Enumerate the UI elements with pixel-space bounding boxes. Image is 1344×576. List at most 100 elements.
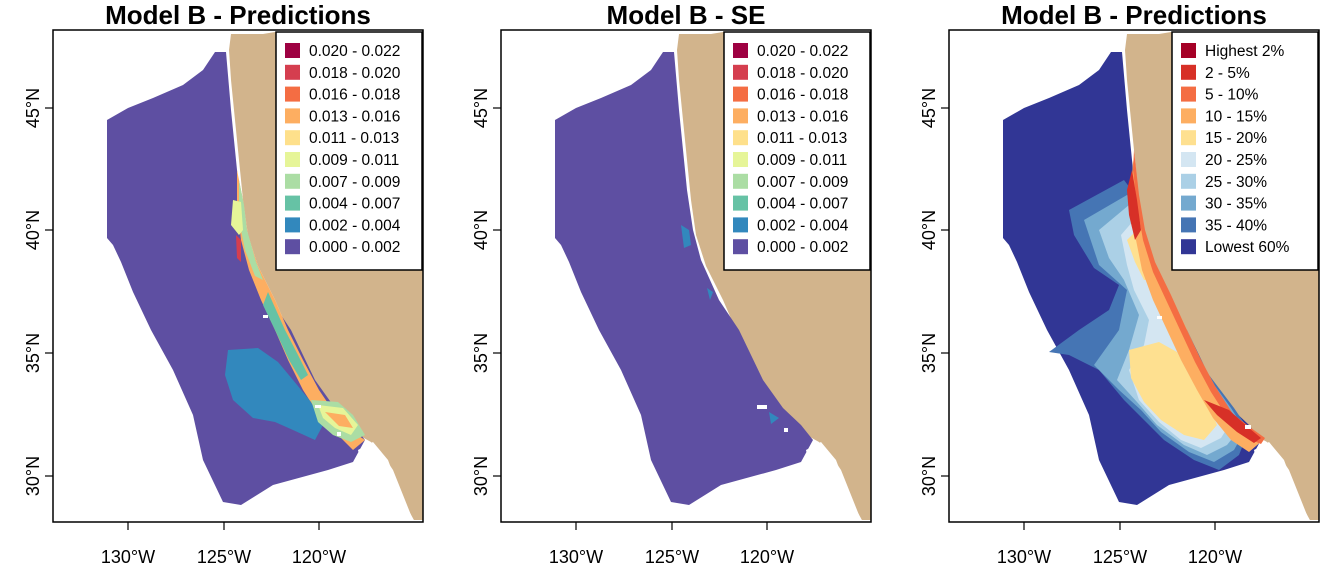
legend-label: Lowest 60% — [1205, 239, 1290, 256]
panel-annotations-1: Model B - Predictions 130°W 125°W 120°W 45°N… — [23, 0, 423, 567]
legend-swatch — [285, 130, 300, 146]
percentile-zone — [1127, 170, 1141, 240]
baja-ocean-gap — [1254, 442, 1311, 522]
y-tick-label: 30°N — [919, 456, 939, 496]
legend-label: 0.016 - 0.018 — [757, 87, 848, 104]
legend-label: 0.002 - 0.004 — [757, 217, 849, 234]
coastal-band — [707, 288, 713, 300]
coastal-band — [769, 412, 779, 424]
x-tick-label: 130°W — [549, 547, 603, 567]
island — [1157, 316, 1162, 319]
map-panel-3 — [948, 29, 1320, 523]
legend-swatch — [733, 108, 748, 124]
y-tick-label: 30°N — [471, 456, 491, 496]
legend-label: 0.020 - 0.022 — [309, 43, 400, 60]
panel-title: Model B - Predictions — [105, 0, 371, 30]
map-panel-1 — [52, 29, 424, 523]
legend: Highest 2% 2 - 5% 5 - 10% 10 - 15% 15 - 20% 2… — [1171, 31, 1319, 271]
legend-swatch — [285, 239, 300, 255]
legend-swatch — [733, 152, 748, 167]
legend-label: 0.009 - 0.011 — [309, 152, 399, 169]
y-tick-label: 45°N — [471, 88, 491, 128]
legend-swatch — [285, 173, 300, 189]
legend-label: 0.011 - 0.013 — [757, 130, 847, 147]
legend-label: 0.013 - 0.016 — [757, 108, 848, 125]
legend-swatch — [285, 152, 300, 167]
legend-box — [275, 31, 423, 271]
x-tick-label: 120°W — [1188, 547, 1242, 567]
map-frame — [52, 29, 424, 523]
legend-swatch — [1181, 195, 1196, 211]
y-tick-label: 40°N — [471, 210, 491, 250]
legend-label: 0.000 - 0.002 — [309, 239, 400, 256]
legend-swatch — [1181, 130, 1196, 146]
y-tick-label: 35°N — [23, 333, 43, 373]
panel-annotations-3: Model B - Predictions 130°W 125°W 120°W 45°N… — [919, 0, 1319, 567]
legend-swatch — [1181, 239, 1196, 255]
legend-swatch — [733, 195, 748, 211]
percentile-zone — [1129, 342, 1217, 440]
legend-label: 0.011 - 0.013 — [309, 130, 399, 147]
map-panel-2 — [500, 29, 872, 523]
legend-swatch — [733, 86, 748, 102]
coastal-band — [231, 200, 243, 235]
legend-label: 0.018 - 0.020 — [757, 65, 849, 82]
percentile-zone — [1131, 160, 1263, 452]
legend-label: 10 - 15% — [1205, 108, 1267, 125]
legend-swatch — [1181, 86, 1196, 102]
x-tick-label: 125°W — [1093, 547, 1147, 567]
annotation-layer: Model B - Predictions 130°W 125°W 120°W 45°N… — [23, 0, 1319, 567]
x-tick-label: 125°W — [645, 547, 699, 567]
legend-label: 2 - 5% — [1205, 65, 1250, 82]
legend-label: 0.004 - 0.007 — [309, 196, 400, 213]
legend-box — [1171, 31, 1319, 271]
legend-swatch — [1181, 152, 1196, 167]
y-tick-label: 35°N — [919, 333, 939, 373]
island — [784, 428, 788, 432]
legend-swatch — [733, 130, 748, 146]
baja-ocean-gap — [806, 442, 863, 522]
baja-ocean-gap — [358, 442, 415, 522]
legend-label: 15 - 20% — [1205, 130, 1267, 147]
legend-swatch — [1181, 64, 1196, 80]
island — [337, 432, 341, 436]
southern-bight-patch — [325, 412, 353, 428]
legend-swatch — [733, 217, 748, 233]
legend-label: 0.020 - 0.022 — [757, 43, 848, 60]
offshore-patch — [225, 348, 323, 440]
legend-swatch — [1181, 108, 1196, 124]
y-tick-label: 40°N — [23, 210, 43, 250]
legend-label: 0.000 - 0.002 — [757, 239, 848, 256]
percentile-zone — [1204, 400, 1261, 443]
legend-swatch — [733, 64, 748, 80]
legend-swatch — [733, 43, 748, 58]
legend-label: 35 - 40% — [1205, 217, 1267, 234]
x-tick-label: 120°W — [292, 547, 346, 567]
coastal-band — [263, 292, 308, 380]
map-frame — [500, 29, 872, 523]
island — [757, 405, 767, 409]
legend: 0.020 - 0.022 0.018 - 0.020 0.016 - 0.018 0… — [275, 31, 423, 271]
legend-swatch — [733, 239, 748, 255]
y-tick-label: 45°N — [23, 88, 43, 128]
legend-swatch — [285, 108, 300, 124]
legend-swatch — [285, 195, 300, 211]
legend-label: 0.009 - 0.011 — [757, 152, 847, 169]
legend-swatch — [285, 43, 300, 58]
legend-label: 0.016 - 0.018 — [309, 87, 400, 104]
legend-label: 0.004 - 0.007 — [757, 196, 848, 213]
x-tick-label: 130°W — [101, 547, 155, 567]
y-tick-label: 35°N — [471, 333, 491, 373]
y-tick-label: 30°N — [23, 456, 43, 496]
island — [315, 405, 321, 408]
legend-label: 0.002 - 0.004 — [309, 217, 401, 234]
legend-box — [723, 31, 871, 271]
island — [1245, 425, 1251, 429]
legend-swatch — [285, 217, 300, 233]
legend-swatch — [733, 173, 748, 189]
legend-swatch — [1181, 173, 1196, 189]
legend-swatch — [285, 64, 300, 80]
map-frame — [948, 29, 1320, 523]
x-tick-label: 125°W — [197, 547, 251, 567]
